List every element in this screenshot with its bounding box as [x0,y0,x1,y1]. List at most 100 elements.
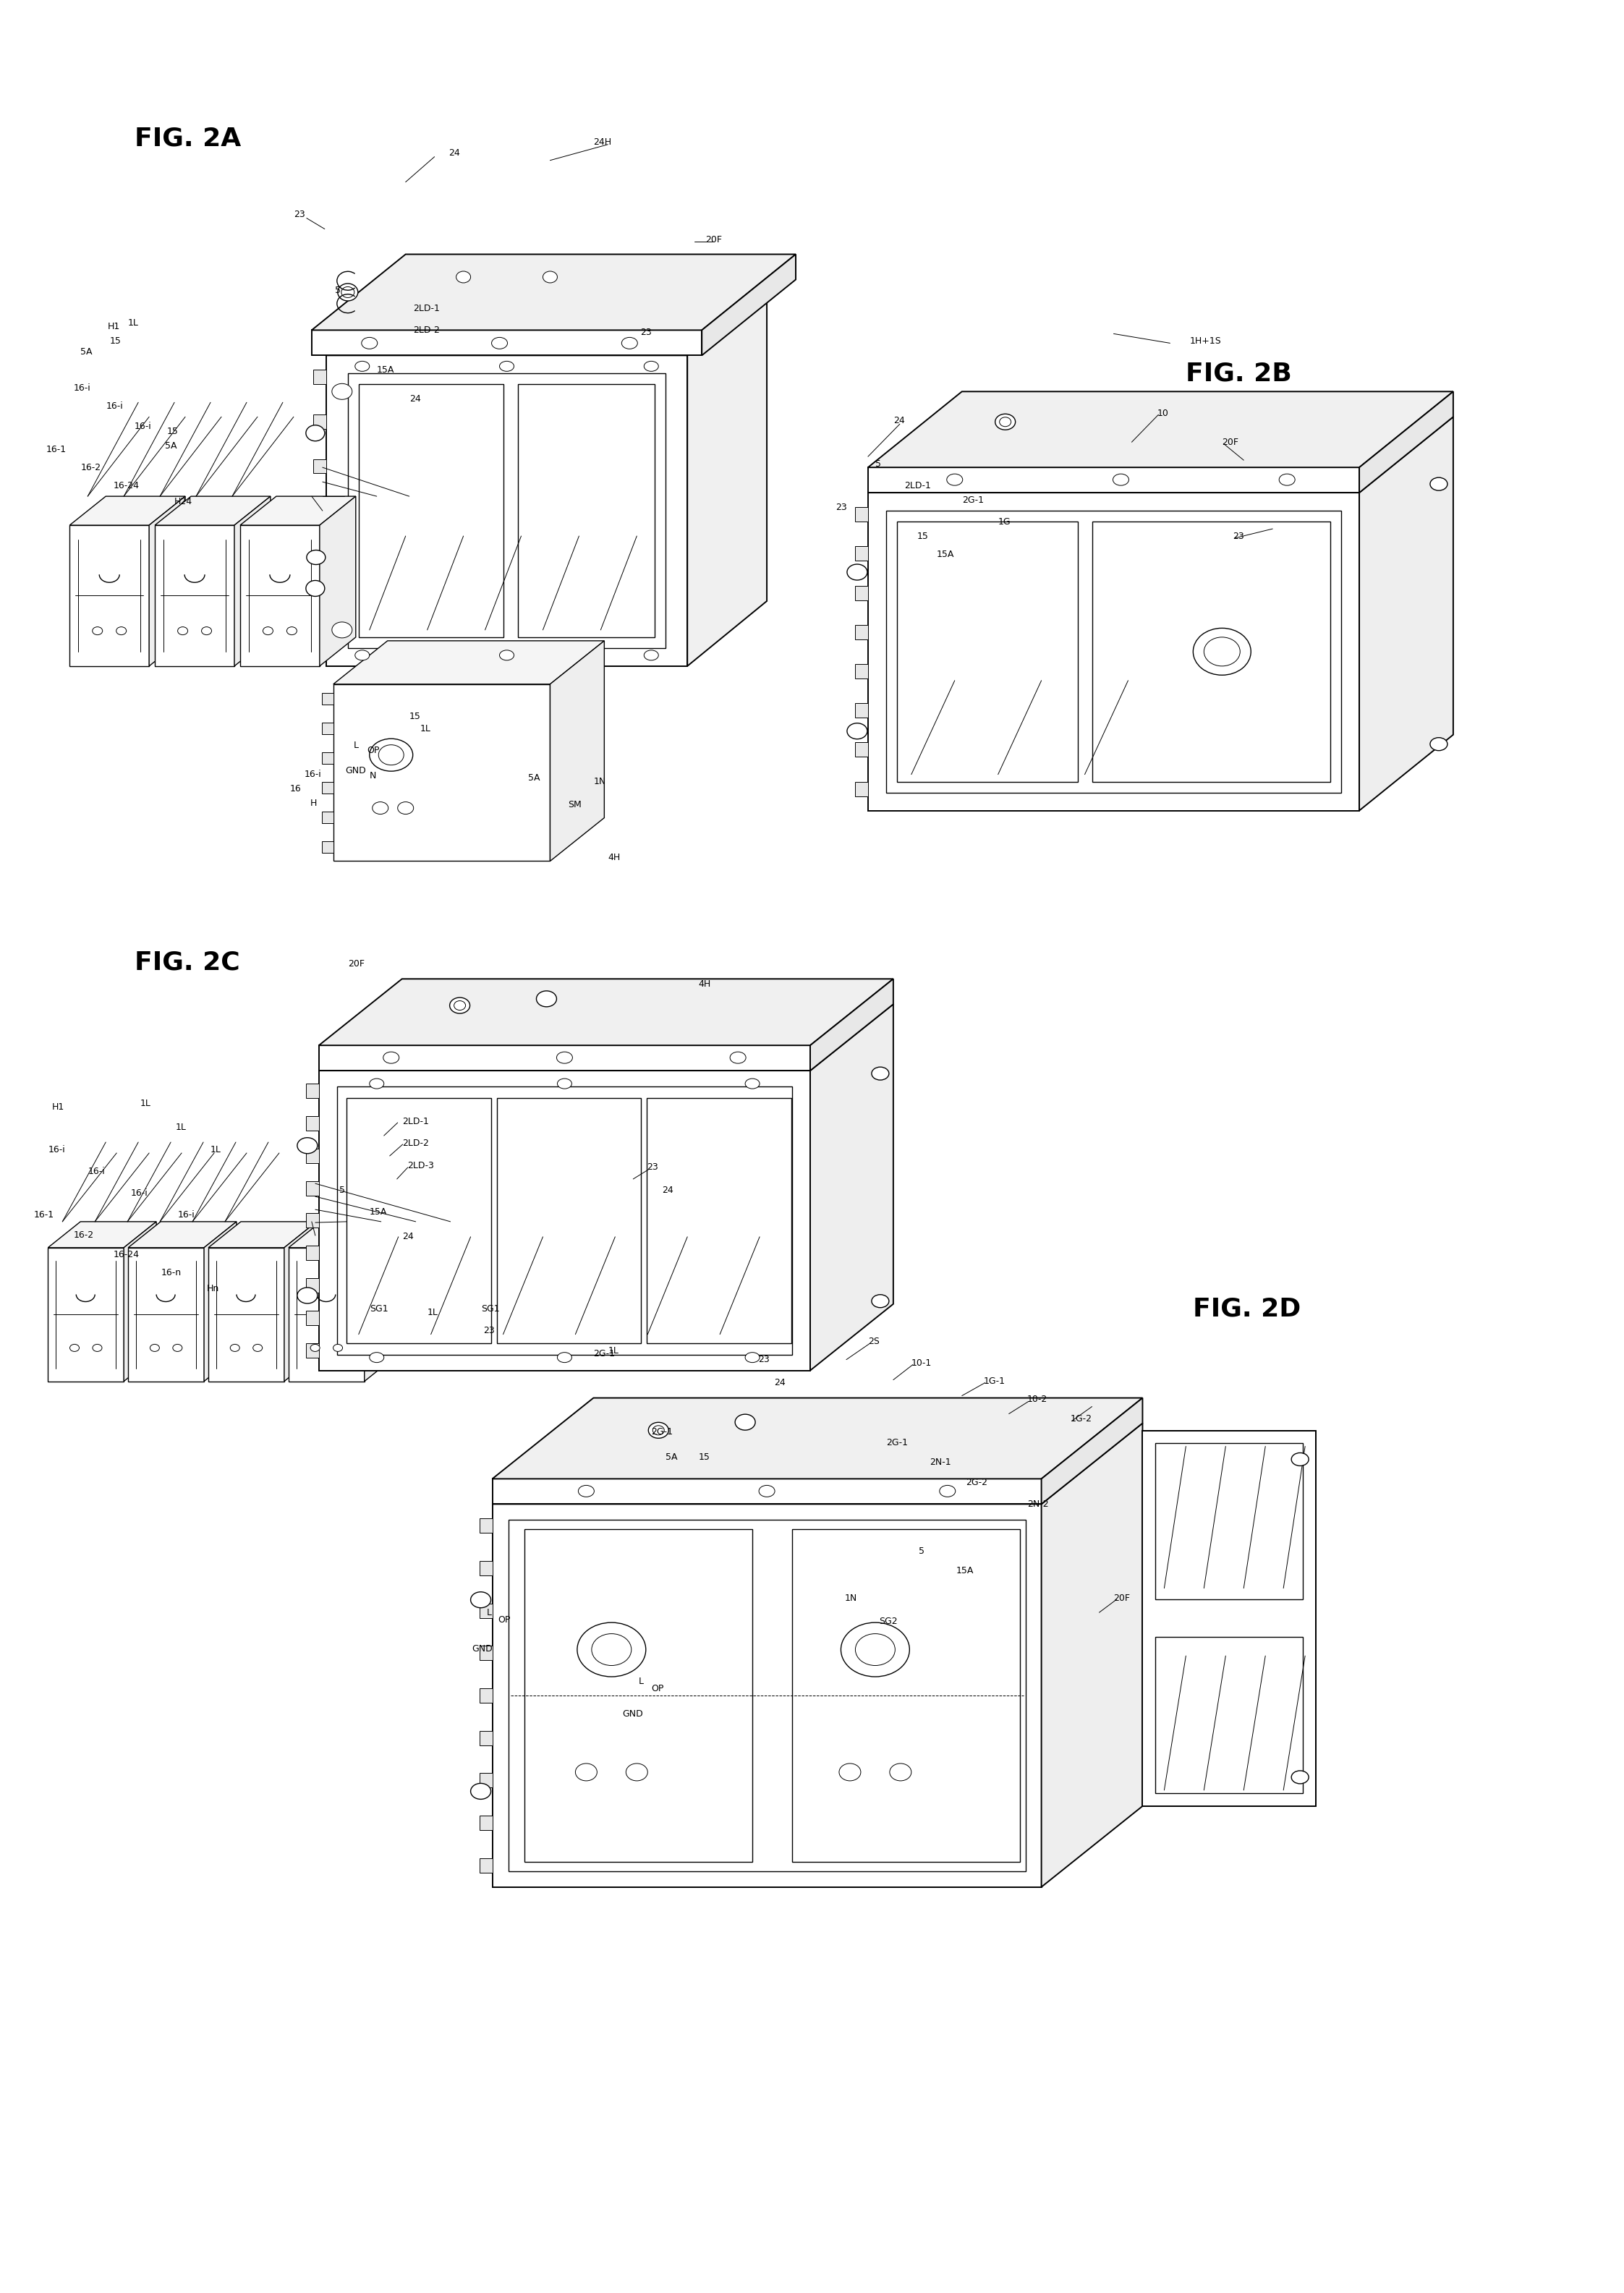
Ellipse shape [372,803,388,814]
Text: 2LD-2: 2LD-2 [412,326,440,335]
Polygon shape [322,752,333,764]
Text: 2N-2: 2N-2 [1026,1500,1049,1509]
Polygon shape [1091,521,1330,782]
Ellipse shape [177,626,188,635]
Ellipse shape [1291,1770,1309,1784]
Ellipse shape [338,284,357,300]
Text: 2LD-1: 2LD-1 [403,1117,429,1126]
Polygon shape [305,1117,318,1130]
Polygon shape [322,812,333,823]
Text: 1L: 1L [127,319,138,328]
Polygon shape [492,1479,1041,1504]
Text: 20F: 20F [1114,1594,1130,1603]
Ellipse shape [149,1344,159,1351]
Text: 16-n: 16-n [161,1268,182,1277]
Text: 24: 24 [775,1378,786,1387]
Ellipse shape [263,626,273,635]
Polygon shape [313,415,326,429]
Ellipse shape [648,1422,669,1438]
Ellipse shape [305,424,325,440]
Text: 15: 15 [409,711,421,722]
Text: GND: GND [473,1644,492,1653]
Polygon shape [305,1344,318,1357]
Polygon shape [810,979,893,1071]
Ellipse shape [625,1763,648,1782]
Polygon shape [854,507,867,521]
Text: 1L: 1L [421,725,430,734]
Ellipse shape [370,1353,383,1362]
Ellipse shape [70,1344,80,1351]
Ellipse shape [398,803,414,814]
Polygon shape [313,592,326,608]
Text: 24: 24 [893,415,905,424]
Polygon shape [854,546,867,562]
Text: 5: 5 [339,1185,344,1195]
Polygon shape [479,1603,492,1619]
Ellipse shape [370,1078,383,1089]
Polygon shape [793,1529,1020,1862]
Polygon shape [646,1098,791,1344]
Polygon shape [854,704,867,718]
Text: 2G-1: 2G-1 [887,1438,908,1447]
Polygon shape [508,1520,1025,1871]
Text: 1G: 1G [999,516,1010,527]
Polygon shape [154,525,234,665]
Text: N: N [370,770,377,780]
Ellipse shape [557,1078,572,1089]
Polygon shape [318,979,893,1046]
Text: 5: 5 [875,459,880,468]
Ellipse shape [93,1344,102,1351]
Text: GND: GND [622,1708,643,1717]
Ellipse shape [297,1137,317,1153]
Polygon shape [305,1085,318,1098]
Ellipse shape [890,1763,911,1782]
Ellipse shape [378,745,404,766]
Ellipse shape [1280,475,1294,486]
Ellipse shape [500,651,513,660]
Ellipse shape [557,1353,572,1362]
Polygon shape [479,1816,492,1830]
Ellipse shape [455,1000,466,1011]
Text: 1N: 1N [844,1594,857,1603]
Ellipse shape [305,580,325,596]
Polygon shape [333,640,604,683]
Text: 23: 23 [294,211,305,220]
Text: H24: H24 [174,498,193,507]
Text: 2G-1: 2G-1 [593,1348,615,1357]
Text: 16-24: 16-24 [114,1250,140,1259]
Text: 5A: 5A [666,1451,677,1463]
Polygon shape [305,1149,318,1163]
Text: 4H: 4H [607,853,620,862]
Polygon shape [205,1222,237,1380]
Polygon shape [479,1731,492,1745]
Ellipse shape [310,1344,320,1351]
Ellipse shape [356,362,370,371]
Polygon shape [867,392,1453,468]
Polygon shape [702,255,796,355]
Polygon shape [492,1399,1143,1479]
Polygon shape [525,1529,752,1862]
Polygon shape [240,495,356,525]
Ellipse shape [356,651,370,660]
Polygon shape [492,1424,1143,1504]
Text: 2S: 2S [867,1337,880,1346]
Ellipse shape [370,738,412,770]
Polygon shape [289,1247,364,1380]
Polygon shape [322,842,333,853]
Polygon shape [333,683,551,862]
Ellipse shape [872,1066,888,1080]
Ellipse shape [645,651,658,660]
Ellipse shape [591,1633,632,1665]
Polygon shape [359,385,503,637]
Text: OP: OP [499,1614,510,1623]
Text: OP: OP [651,1683,664,1692]
Text: L: L [487,1607,492,1617]
Polygon shape [479,1646,492,1660]
Polygon shape [326,291,767,355]
Text: 16-i: 16-i [132,1188,148,1199]
Polygon shape [312,255,796,330]
Ellipse shape [653,1426,664,1435]
Ellipse shape [172,1344,182,1351]
Text: 15: 15 [167,426,179,436]
Ellipse shape [940,1486,955,1497]
